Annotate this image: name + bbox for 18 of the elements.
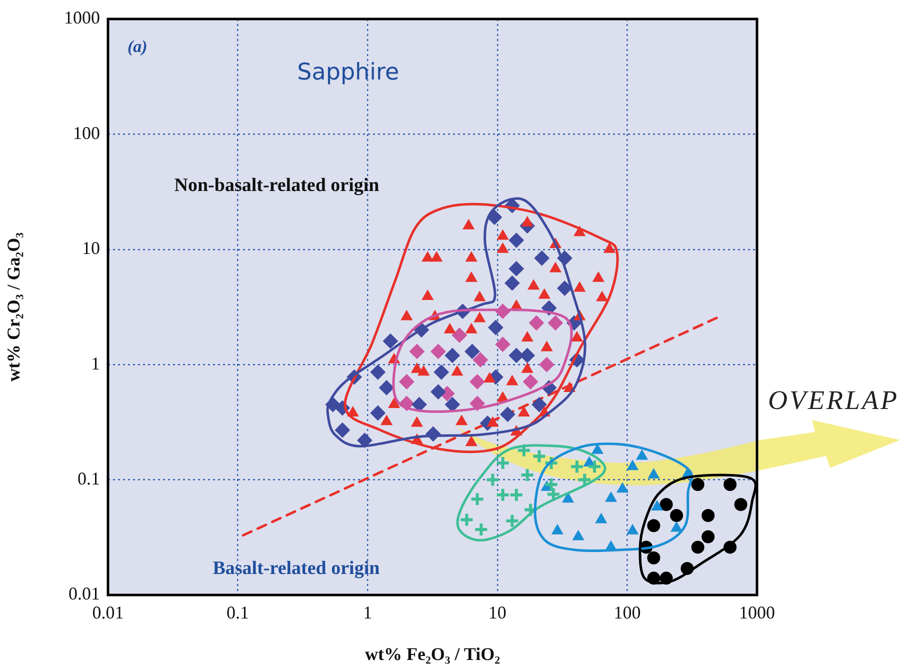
- annotation: Non-basalt-related origin: [174, 174, 380, 196]
- x-tick-label: 1000: [739, 602, 775, 623]
- x-tick-label: 100: [614, 602, 641, 623]
- y-tick-label: 100: [73, 122, 100, 143]
- y-tick-label: 0.1: [78, 468, 100, 489]
- x-tick-label: 10: [488, 602, 506, 623]
- y-tick-label: 1000: [64, 8, 100, 28]
- text: OVERLAP: [768, 385, 899, 416]
- x-tick-label: 0.1: [226, 602, 250, 623]
- y-axis-title: wt% Cr₂O₃ / Ga₂O₃: [3, 232, 24, 382]
- y-tick-label: 1: [91, 353, 100, 374]
- annotation: Basalt-related origin: [212, 558, 380, 579]
- y-tick-label: 10: [82, 238, 100, 258]
- x-axis-title: wt% Fe₂O₃ / TiO₂: [364, 644, 500, 664]
- annotation: (a): [127, 37, 148, 56]
- x-tick-label: 1: [363, 602, 372, 623]
- annotation: Sapphire: [297, 60, 400, 86]
- y-tick-label: 0.01: [68, 584, 100, 604]
